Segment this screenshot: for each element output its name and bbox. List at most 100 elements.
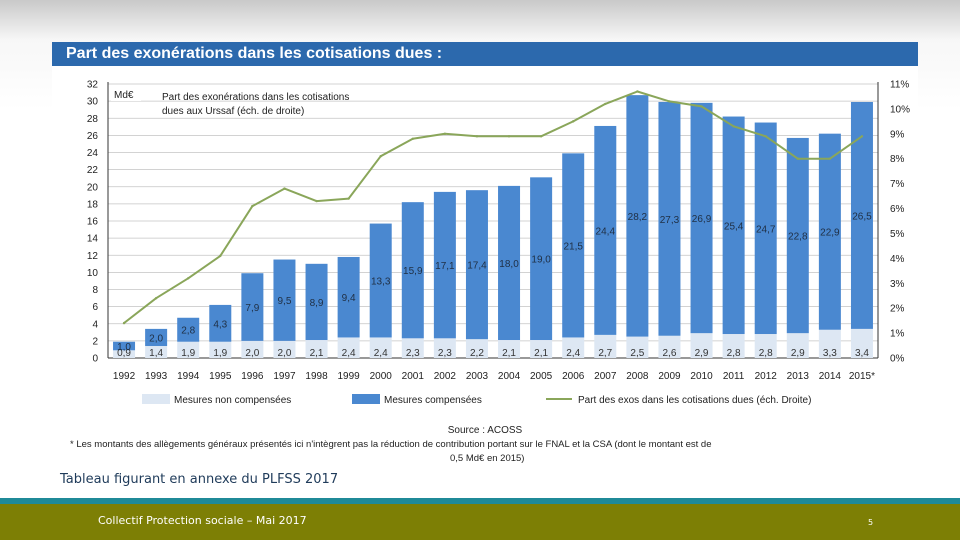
label-non-compensees: 2,8	[759, 348, 773, 359]
line-point	[187, 277, 190, 280]
label-non-compensees: 2,1	[534, 348, 548, 359]
y-tick-label: 2	[92, 336, 98, 347]
y2-tick-label: 0%	[890, 354, 905, 365]
line-point	[668, 100, 671, 103]
bar-non-compensees	[113, 350, 136, 358]
label-non-compensees: 1,9	[213, 348, 227, 359]
label-compensees: 22,8	[788, 232, 808, 243]
y-tick-label: 22	[87, 165, 99, 176]
bar-compensees	[113, 341, 136, 351]
line-point	[122, 321, 126, 325]
legend-label-compensees: Mesures compensées	[384, 395, 482, 406]
chart-panel: 0 2 4 6 8 10 12 14 16 18 20 22 24 26 28 30 32 0% 1% 2% 3% 4% 5…	[52, 42, 918, 468]
line-point	[315, 199, 318, 203]
label-compensees: 4,3	[213, 319, 227, 330]
chart-title: Part des exonérations dans les cotisatio…	[52, 42, 918, 66]
label-compensees: 24,7	[756, 224, 776, 235]
y-tick-label: 8	[92, 285, 98, 296]
line-point	[732, 125, 735, 128]
bar-compensees	[658, 101, 681, 336]
label-non-compensees: 1,4	[149, 348, 163, 359]
label-non-compensees: 2,9	[791, 348, 805, 359]
y2-tick-label: 7%	[890, 179, 905, 190]
label-compensees: 27,3	[660, 215, 680, 226]
line-point	[219, 254, 222, 258]
y-tick-label: 28	[87, 114, 99, 125]
bar-non-compensees	[626, 336, 649, 358]
x-tick-label: 2001	[402, 371, 425, 382]
bar-compensees	[209, 304, 232, 342]
bar-compensees	[594, 125, 617, 335]
y2-tick-label: 5%	[890, 229, 905, 240]
bar-non-compensees	[209, 341, 232, 358]
x-tick-label: 1994	[177, 371, 200, 382]
bar-compensees	[337, 256, 360, 338]
ylabel-box	[111, 87, 141, 101]
bar-compensees	[850, 101, 873, 329]
label-non-compensees: 2,0	[245, 348, 259, 359]
bar-non-compensees	[369, 337, 392, 358]
bar-non-compensees	[690, 333, 713, 358]
chart-source: Source : ACOSS	[448, 425, 523, 436]
bar-compensees	[145, 328, 168, 347]
x-tick-label: 2006	[562, 371, 585, 382]
bar-non-compensees	[594, 334, 617, 358]
chart-footnote-line-2: 0,5 Md€ en 2015)	[450, 453, 524, 464]
chart-footnote-line-1: * Les montants des allègements généraux …	[70, 439, 712, 450]
label-non-compensees: 3,3	[823, 348, 837, 359]
y2-tick-label: 10%	[890, 104, 910, 115]
y-axis-label: Md€	[114, 90, 134, 101]
x-tick-label: 2015*	[849, 371, 875, 382]
label-non-compensees: 2,8	[727, 348, 741, 359]
x-tick-label: 1993	[145, 371, 168, 382]
label-compensees: 8,9	[310, 298, 324, 309]
x-tick-label: 2002	[434, 371, 457, 382]
line-point	[572, 120, 575, 123]
label-compensees: 9,4	[342, 293, 356, 304]
bar-compensees	[273, 259, 296, 341]
bar-non-compensees	[754, 334, 777, 358]
y-tick-label: 32	[87, 80, 99, 91]
label-compensees: 17,1	[435, 261, 455, 272]
x-tick-label: 2012	[755, 371, 778, 382]
annotation-line-2: dues aux Urssaf (éch. de droite)	[162, 106, 304, 117]
x-tick-label: 2004	[498, 371, 521, 382]
bar-compensees	[177, 317, 200, 342]
bar-compensees	[786, 137, 809, 334]
bar-non-compensees	[465, 339, 488, 358]
bar-compensees	[626, 95, 649, 337]
annotation-line-1: Part des exonérations dans les cotisatio…	[162, 92, 349, 103]
y2-tick-label: 3%	[890, 279, 905, 290]
label-non-compensees: 2,3	[406, 348, 420, 359]
label-compensees: 13,3	[371, 277, 391, 288]
label-compensees: 19,0	[531, 255, 551, 266]
y2-tick-label: 4%	[890, 254, 905, 265]
y-tick-label: 16	[87, 217, 99, 228]
bar-compensees	[498, 185, 521, 341]
bar-non-compensees	[401, 338, 424, 358]
label-non-compensees: 2,7	[598, 348, 612, 359]
y2-tick-label: 9%	[890, 129, 905, 140]
y-tick-label: 6	[92, 302, 98, 313]
page-number: 5	[868, 518, 874, 527]
bar-compensees	[401, 202, 424, 339]
y-tick-label: 26	[87, 131, 99, 142]
bar-compensees	[818, 133, 841, 330]
y2-tick-label: 1%	[890, 329, 905, 340]
bar-non-compensees	[722, 334, 745, 358]
label-compensees: 21,5	[563, 241, 583, 252]
x-tick-label: 2000	[370, 371, 393, 382]
legend-label-non-compensees: Mesures non compensées	[174, 395, 291, 406]
label-non-compensees: 2,4	[374, 348, 388, 359]
label-compensees: 26,9	[692, 214, 712, 225]
bar-non-compensees	[498, 340, 521, 358]
label-non-compensees: 2,5	[630, 348, 644, 359]
label-compensees: 7,9	[245, 303, 259, 314]
label-compensees: 1,0	[117, 342, 131, 353]
line-point	[539, 135, 543, 138]
label-non-compensees: 2,4	[566, 348, 580, 359]
line-point	[828, 157, 832, 160]
x-tick-label: 1995	[209, 371, 232, 382]
bar-compensees	[465, 190, 488, 340]
label-compensees: 15,9	[403, 266, 423, 277]
